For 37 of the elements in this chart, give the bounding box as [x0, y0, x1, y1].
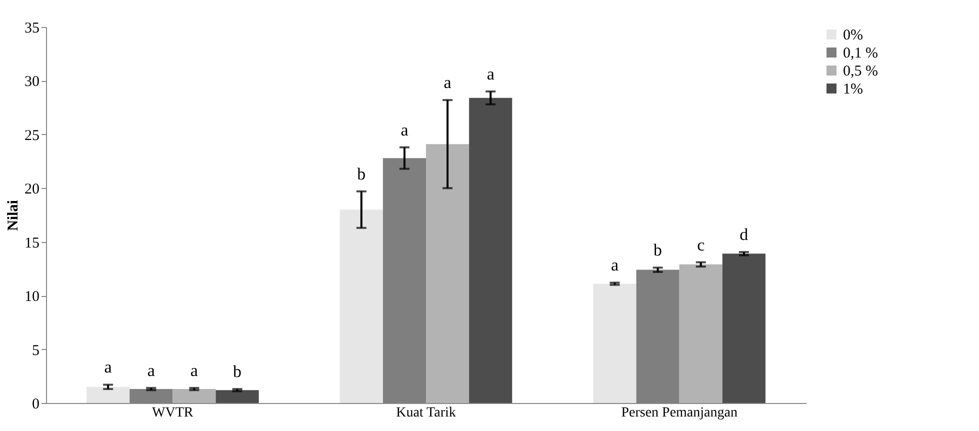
- y-tick-label: 30: [24, 74, 40, 90]
- bar: [426, 144, 470, 403]
- annotation: a: [486, 64, 495, 84]
- x-tick-label: WVTR: [152, 406, 194, 420]
- bar: [172, 389, 216, 403]
- bar: [469, 98, 512, 403]
- x-tick-label: Kuat Tarik: [396, 406, 456, 420]
- y-tick-label: 25: [24, 128, 40, 144]
- annotation: a: [190, 360, 198, 380]
- bar: [722, 254, 766, 403]
- annotation: d: [740, 225, 749, 244]
- y-tick-label: 15: [24, 235, 40, 252]
- legend-label: 0%: [843, 28, 863, 44]
- bar: [593, 284, 636, 403]
- annotation: b: [654, 240, 662, 260]
- bar: [340, 210, 383, 403]
- annotation: b: [233, 362, 242, 382]
- y-tick-label: 10: [24, 289, 40, 306]
- y-axis-title: Nilai: [6, 200, 22, 231]
- x-tick-label: Persen Pemanjangan: [621, 406, 738, 420]
- legend-label: 0,5 %: [843, 64, 878, 80]
- annotation: a: [610, 256, 619, 275]
- annotation: a: [400, 120, 409, 140]
- y-tick-label: 0: [32, 396, 40, 412]
- annotation: a: [444, 73, 452, 92]
- legend-label: 0,1 %: [843, 46, 878, 62]
- bar: [679, 264, 722, 403]
- annotation: a: [104, 358, 112, 377]
- bar: [216, 390, 259, 403]
- annotation: a: [147, 360, 156, 380]
- bar: [86, 386, 130, 403]
- y-tick-label: 5: [32, 342, 40, 359]
- y-tick-label: 35: [24, 20, 40, 36]
- y-tick-label: 20: [24, 182, 40, 198]
- annotation: c: [697, 235, 706, 254]
- legend-label: 1%: [843, 82, 863, 98]
- annotation: b: [357, 164, 366, 184]
